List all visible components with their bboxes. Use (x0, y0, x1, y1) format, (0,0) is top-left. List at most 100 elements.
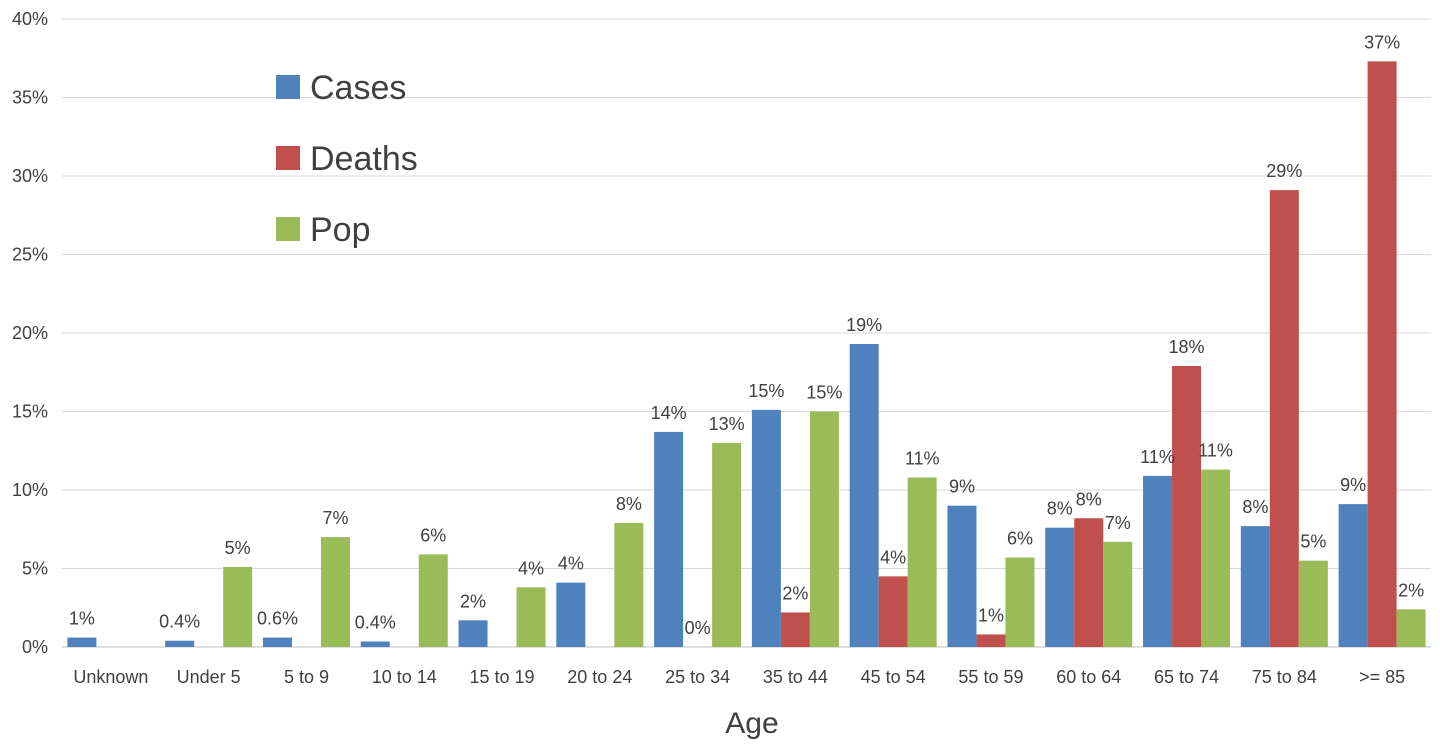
bar-cases (947, 505, 977, 647)
bar-pop (907, 477, 937, 647)
data-label: 18% (1169, 337, 1205, 357)
data-label: 4% (558, 554, 584, 574)
x-axis-ticks: Unknown Under 5 5 to 9 10 to 14 15 to 19 20 t… (73, 667, 1405, 687)
data-label: 13% (709, 414, 745, 434)
x-tick-label: Unknown (73, 667, 148, 687)
data-label: 7% (1105, 513, 1131, 533)
data-label: 4% (518, 558, 544, 578)
bar-deaths (1172, 365, 1202, 647)
data-label: 8% (1047, 499, 1073, 519)
bar-pop (809, 411, 839, 647)
bar-cases (1338, 504, 1368, 647)
data-label: 9% (1340, 475, 1366, 495)
data-label: 4% (880, 547, 906, 567)
data-label: 0.4% (355, 613, 396, 633)
x-tick-label: 5 to 9 (284, 667, 329, 687)
data-label: 0.6% (257, 609, 298, 629)
data-label: 11% (1140, 447, 1175, 467)
data-label: 1% (978, 605, 1004, 625)
bar-pop (320, 537, 350, 647)
legend-swatch-cases (276, 75, 300, 99)
x-axis-title: Age (725, 707, 778, 740)
bar-cases (556, 582, 586, 647)
legend-label-cases: Cases (310, 69, 406, 107)
y-tick-label: 10% (12, 480, 48, 500)
data-label: 2% (460, 591, 486, 611)
bar-pop (1201, 469, 1231, 647)
bar-cases (1143, 475, 1173, 647)
data-label: 15% (806, 383, 842, 403)
data-label: 5% (1300, 532, 1326, 552)
y-tick-label: 35% (12, 88, 48, 108)
data-label: 0.4% (159, 612, 200, 632)
x-tick-label: 60 to 64 (1056, 667, 1121, 687)
data-labels: 1% 0.4%5%0.6%7%0.4%6%2%4% 4%8%14%0%13%15%2… (69, 32, 1424, 638)
data-label: 8% (616, 494, 642, 514)
y-axis-ticks: 0% 5% 10% 15% 20% 25% 30% 35% 40% (12, 9, 48, 657)
bar-pop (516, 587, 546, 647)
x-tick-label: 55 to 59 (958, 667, 1023, 687)
x-tick-label: 20 to 24 (567, 667, 632, 687)
data-label: 0% (685, 618, 711, 638)
data-label: 11% (1198, 441, 1233, 461)
legend-swatch-pop (276, 217, 300, 241)
data-label: 7% (322, 508, 348, 528)
data-label: 2% (782, 583, 808, 603)
legend-label-deaths: Deaths (310, 140, 418, 178)
legend-label-pop: Pop (310, 211, 371, 249)
bar-pop (223, 566, 253, 647)
x-tick-label: 45 to 54 (861, 667, 926, 687)
bar-deaths (976, 634, 1006, 647)
data-label: 1% (69, 609, 95, 629)
bar-cases (458, 620, 488, 647)
x-tick-label: 65 to 74 (1154, 667, 1219, 687)
bar-pop (1298, 560, 1328, 647)
y-tick-label: 40% (12, 9, 48, 29)
legend-swatch-deaths (276, 146, 300, 170)
bar-deaths (878, 576, 908, 647)
y-tick-label: 0% (22, 637, 48, 657)
bar-cases (849, 343, 879, 647)
y-tick-label: 30% (12, 166, 48, 186)
y-tick-label: 25% (12, 245, 48, 265)
bar-pop (712, 442, 742, 647)
legend: Cases Deaths Pop (276, 69, 418, 249)
bar-cases (262, 637, 292, 647)
bar-pop (1396, 609, 1426, 647)
bar-pop (614, 522, 644, 647)
data-label: 37% (1364, 32, 1400, 52)
data-label: 6% (1007, 529, 1033, 549)
data-label: 19% (846, 315, 882, 335)
bar-deaths (1074, 518, 1104, 647)
data-label: 14% (651, 403, 687, 423)
bar-cases (360, 641, 390, 647)
data-label: 6% (420, 525, 446, 545)
bar-deaths (1269, 190, 1299, 647)
bar-cases (67, 637, 97, 647)
gridlines (62, 18, 1431, 648)
x-tick-label: >= 85 (1359, 667, 1405, 687)
x-tick-label: 35 to 44 (763, 667, 828, 687)
bar-cases (1045, 527, 1075, 647)
data-label: 8% (1242, 497, 1268, 517)
data-label: 5% (225, 538, 251, 558)
x-tick-label: 25 to 34 (665, 667, 730, 687)
bar-cases (165, 640, 195, 647)
data-label: 15% (748, 381, 784, 401)
bar-cases (1240, 526, 1270, 647)
data-label: 8% (1076, 489, 1102, 509)
y-tick-label: 5% (22, 559, 48, 579)
x-tick-label: 10 to 14 (372, 667, 437, 687)
x-tick-label: 75 to 84 (1252, 667, 1317, 687)
bar-cases (751, 409, 781, 647)
bar-cases (654, 431, 684, 647)
x-tick-label: 15 to 19 (470, 667, 535, 687)
y-tick-label: 20% (12, 323, 48, 343)
data-label: 9% (949, 477, 975, 497)
bar-pop (418, 554, 448, 647)
x-tick-label: Under 5 (177, 667, 241, 687)
data-label: 11% (905, 448, 940, 468)
bar-pop (1103, 541, 1133, 647)
